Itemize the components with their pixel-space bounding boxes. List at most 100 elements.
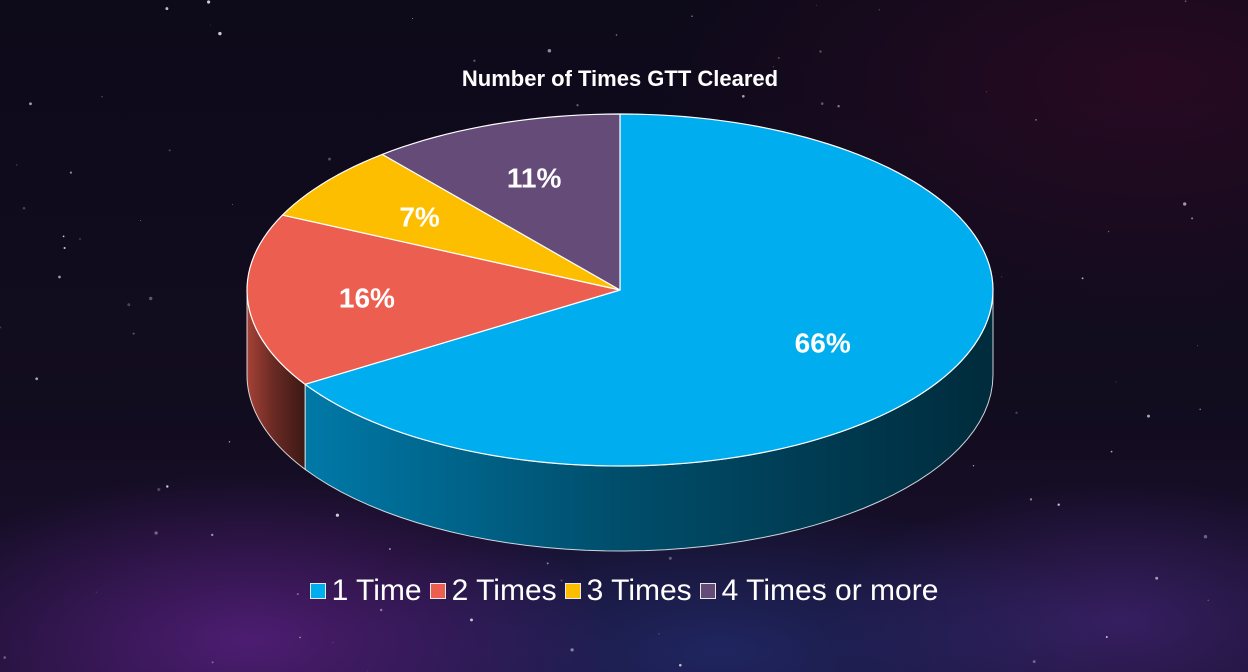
star xyxy=(412,18,414,19)
star xyxy=(127,303,131,307)
star xyxy=(29,102,32,106)
star xyxy=(1203,535,1208,539)
star xyxy=(209,24,212,26)
legend-item-4-times-or-more: 4 Times or more xyxy=(699,574,939,608)
star xyxy=(546,562,549,565)
data-label-4-times-or-more: 11% xyxy=(507,162,562,193)
star xyxy=(1183,202,1187,206)
star xyxy=(132,332,135,335)
star xyxy=(1035,119,1037,121)
star xyxy=(367,670,368,672)
star xyxy=(473,59,476,62)
star xyxy=(679,663,682,667)
star xyxy=(0,326,2,329)
star xyxy=(816,4,818,6)
star xyxy=(63,246,66,250)
pie-slice-1-time xyxy=(304,113,994,467)
star xyxy=(95,591,97,593)
star xyxy=(165,7,169,11)
star xyxy=(772,66,774,68)
star xyxy=(328,157,331,161)
star xyxy=(296,593,299,596)
star xyxy=(1115,381,1117,383)
star xyxy=(166,485,169,488)
star xyxy=(154,531,158,535)
star xyxy=(35,377,39,381)
star xyxy=(168,149,171,152)
star xyxy=(140,219,142,222)
star xyxy=(1105,636,1108,638)
star xyxy=(16,164,18,166)
data-label-2-times: 16% xyxy=(339,283,395,314)
star xyxy=(820,102,824,105)
star xyxy=(69,171,72,174)
data-label-3-times: 7% xyxy=(399,202,440,233)
star xyxy=(837,105,840,108)
star xyxy=(1057,503,1060,506)
star xyxy=(148,296,153,301)
star xyxy=(379,608,383,612)
pie-slice-2-times xyxy=(246,214,621,385)
star xyxy=(335,513,339,517)
legend-swatch xyxy=(564,583,581,599)
pie-slice-3-times xyxy=(281,153,621,291)
star xyxy=(1001,276,1003,278)
star xyxy=(570,648,574,652)
legend: 1 Time 2 Times 3 Times 4 Times or more xyxy=(0,574,1248,608)
star xyxy=(79,238,81,240)
star xyxy=(985,91,988,93)
legend-item-2-times: 2 Times xyxy=(429,574,557,608)
star xyxy=(218,31,222,36)
star xyxy=(211,661,214,664)
legend-item-1-time: 1 Time xyxy=(309,574,422,608)
star xyxy=(211,533,214,537)
star xyxy=(1081,277,1084,280)
star xyxy=(777,57,780,59)
pie-slice-4-times-or-more xyxy=(381,113,621,291)
star xyxy=(1015,411,1018,414)
pie-data-labels: 66% 16% 7% 11% xyxy=(339,162,851,358)
pie-slices xyxy=(246,113,994,467)
star xyxy=(101,96,103,98)
star xyxy=(1155,576,1159,580)
star xyxy=(691,15,693,18)
star xyxy=(576,104,579,107)
star xyxy=(1032,660,1036,664)
star xyxy=(1146,414,1151,418)
legend-label: 2 Times xyxy=(451,574,557,607)
chart-title: Number of Times GTT Cleared xyxy=(462,66,778,91)
star xyxy=(1191,217,1194,220)
star xyxy=(157,487,161,492)
star xyxy=(547,48,552,53)
star xyxy=(207,0,211,4)
data-label-1-time: 66% xyxy=(795,328,851,359)
legend-swatch xyxy=(699,583,716,599)
star xyxy=(3,656,6,659)
star xyxy=(1184,0,1187,3)
star xyxy=(658,633,660,635)
star xyxy=(972,465,975,467)
star xyxy=(741,94,745,98)
star xyxy=(668,556,672,560)
star xyxy=(1107,230,1110,233)
star xyxy=(819,50,822,53)
legend-label: 3 Times xyxy=(586,574,692,607)
star xyxy=(823,583,825,586)
star xyxy=(1029,498,1033,501)
star xyxy=(1207,599,1209,602)
legend-label: 4 Times or more xyxy=(721,574,939,607)
star xyxy=(228,441,231,443)
star xyxy=(332,642,334,644)
star xyxy=(388,547,391,551)
star xyxy=(1199,408,1202,411)
legend-label: 1 Time xyxy=(331,574,422,607)
star xyxy=(22,206,26,210)
star xyxy=(1110,450,1113,453)
star xyxy=(878,9,880,11)
star xyxy=(299,636,301,639)
star xyxy=(62,235,65,238)
star xyxy=(1197,345,1198,347)
star xyxy=(58,275,61,279)
star xyxy=(232,203,233,205)
